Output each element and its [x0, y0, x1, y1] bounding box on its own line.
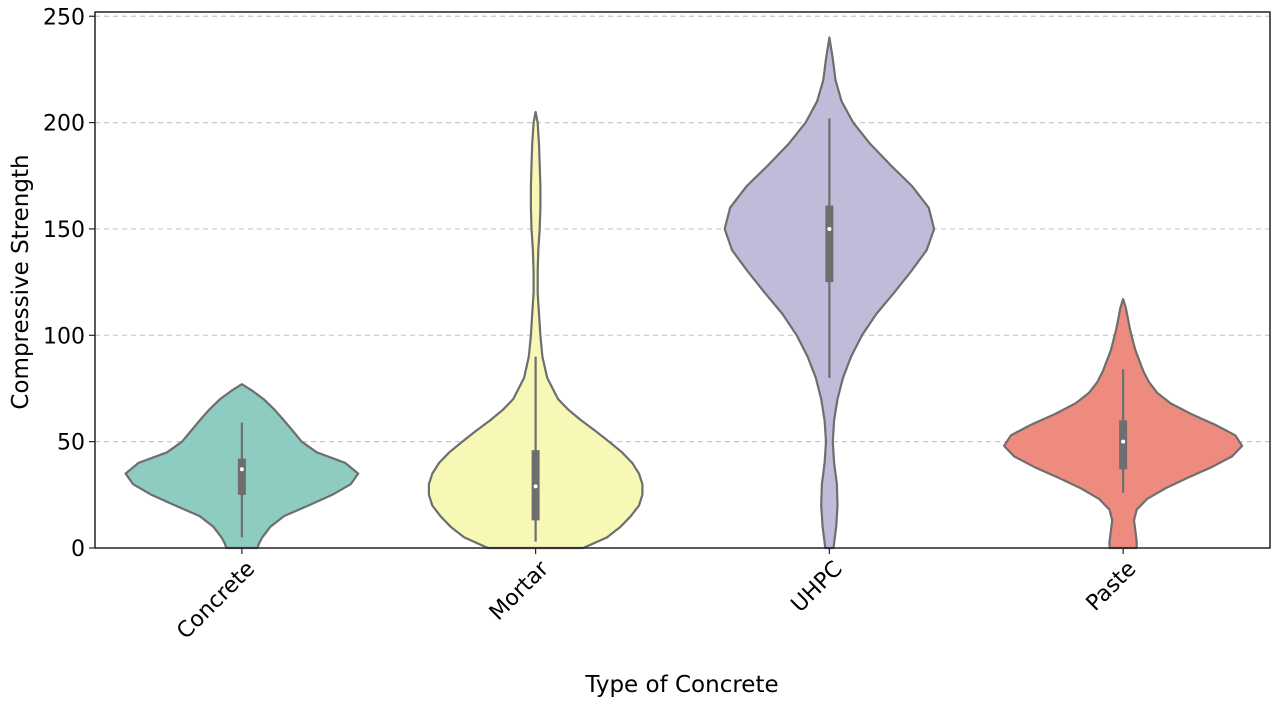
x-axis-title: Type of Concrete [584, 672, 778, 698]
y-axis-title: Compressive Strength [8, 154, 34, 409]
y-tick-label: 50 [57, 431, 85, 456]
median-point [827, 226, 832, 231]
median-point [1121, 439, 1126, 444]
violin-paste [1003, 298, 1244, 550]
y-tick-label: 0 [71, 537, 85, 562]
iqr-box [237, 458, 246, 495]
iqr-box [825, 205, 834, 283]
x-tick-label: Concrete [172, 557, 260, 645]
x-tick-label: Mortar [485, 556, 555, 626]
plot-frame [94, 11, 1271, 549]
violin-body [427, 110, 644, 550]
x-tick-label: UHPC [787, 557, 848, 618]
grid-lines [95, 15, 1270, 443]
y-tick-label: 250 [43, 5, 85, 30]
median-point [239, 467, 244, 472]
y-tick-label: 150 [43, 218, 85, 243]
violin-concrete [124, 383, 360, 550]
x-axis-ticks: Concrete Mortar UHPC Paste [172, 548, 1141, 644]
violin-uhpc [723, 36, 936, 550]
y-tick-label: 100 [43, 324, 85, 349]
y-tick-label: 200 [43, 112, 85, 137]
median-point [533, 484, 538, 489]
iqr-box [1119, 420, 1128, 470]
violins [124, 36, 1244, 550]
y-axis-ticks: 0 50 100 150 200 250 [43, 5, 95, 562]
x-tick-label: Paste [1082, 557, 1142, 617]
violin-mortar [427, 110, 644, 550]
